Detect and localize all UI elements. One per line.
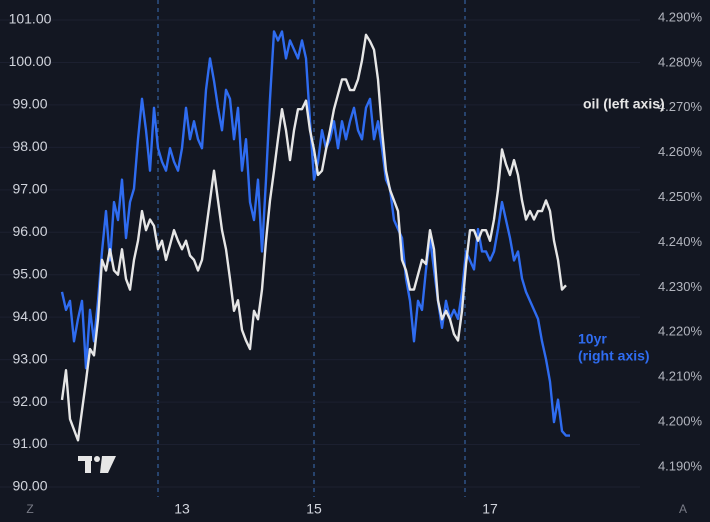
x-tick-label: 17 [482, 501, 498, 517]
y-tick-label: 95.00 [12, 265, 47, 281]
x-tick-label: 13 [174, 501, 190, 517]
series-line [60, 30, 570, 437]
y-tick-label: 97.00 [12, 181, 47, 197]
y-tick-label: 100.00 [9, 53, 52, 69]
annotation: oil (left axis) [583, 96, 665, 112]
y-tick-label: 99.00 [12, 96, 47, 112]
annotation: 10yr [578, 331, 607, 347]
logo-part [100, 456, 116, 473]
y2-tick-label: 4.230% [658, 279, 703, 294]
lines [60, 30, 570, 442]
x-tick-label: 15 [306, 501, 322, 517]
y2-tick-label: 4.280% [658, 54, 703, 69]
logo-part [94, 456, 100, 462]
y-tick-label: 94.00 [12, 308, 47, 324]
logo [78, 456, 116, 473]
y2-tick-label: 4.240% [658, 234, 703, 249]
axis-button[interactable]: Z [26, 502, 33, 516]
y2-tick-label: 4.270% [658, 99, 703, 114]
y2-tick-label: 4.210% [658, 369, 703, 384]
labels: 90.00 91.00 92.00 93.00 94.00 95.00 96.00 97.00… [9, 9, 703, 516]
y-tick-label: 98.00 [12, 138, 47, 154]
y-tick-label: 96.00 [12, 223, 47, 239]
logo-part [85, 456, 91, 473]
y2-tick-label: 4.250% [658, 189, 703, 204]
y-tick-label: 91.00 [12, 435, 47, 451]
y2-tick-label: 4.260% [658, 144, 703, 159]
y2-tick-label: 4.220% [658, 324, 703, 339]
y2-tick-label: 4.190% [658, 458, 703, 473]
y2-tick-label: 4.200% [658, 414, 703, 429]
grid [0, 19, 640, 488]
series-line [60, 33, 567, 442]
y2-tick-label: 4.290% [658, 9, 703, 24]
axis-button[interactable]: A [679, 502, 687, 516]
y-tick-label: 90.00 [12, 478, 47, 494]
y-tick-label: 93.00 [12, 350, 47, 366]
y-tick-label: 92.00 [12, 393, 47, 409]
y-tick-label: 101.00 [9, 11, 52, 27]
annotation: (right axis) [578, 348, 650, 364]
